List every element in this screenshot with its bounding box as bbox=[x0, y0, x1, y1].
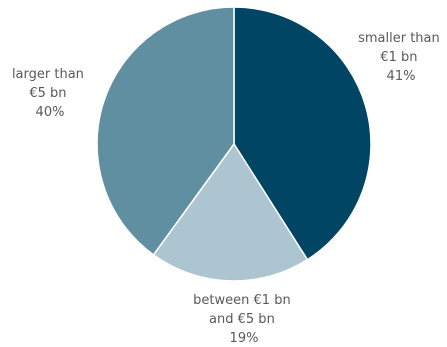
slice-label-smaller-line1: smaller than bbox=[358, 31, 440, 46]
pie-slice-larger bbox=[96, 6, 235, 256]
slice-label-between-line1: between €1 bn bbox=[193, 293, 291, 308]
pie-slice-smaller bbox=[233, 6, 372, 261]
slice-percent-larger: 40% bbox=[36, 105, 65, 120]
slice-label-larger: larger than €5 bn 40% bbox=[12, 67, 88, 120]
slice-label-larger-line2: €5 bn bbox=[29, 86, 66, 101]
slice-label-smaller-line2: €1 bn bbox=[380, 50, 417, 65]
slice-label-between-line2: and €5 bn bbox=[209, 312, 275, 327]
slice-label-smaller: smaller than €1 bn 41% bbox=[358, 31, 444, 84]
slice-label-larger-line1: larger than bbox=[12, 67, 84, 82]
pie-slice-between bbox=[152, 143, 309, 282]
pie-slices bbox=[96, 6, 372, 282]
slice-percent-between: 19% bbox=[230, 331, 259, 346]
slice-label-between: between €1 bn and €5 bn 19% bbox=[193, 293, 295, 346]
slice-percent-smaller: 41% bbox=[387, 69, 416, 84]
